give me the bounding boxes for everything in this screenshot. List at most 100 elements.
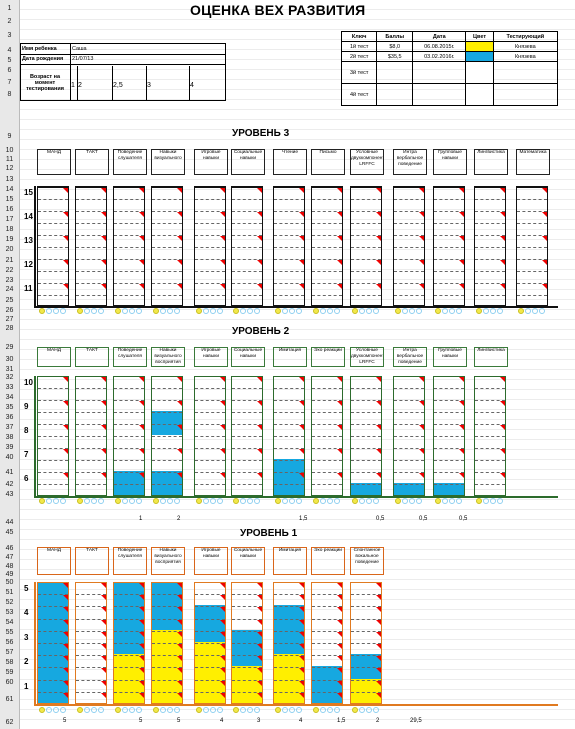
progress-circle[interactable]	[122, 498, 128, 504]
skill-cell[interactable]	[232, 248, 262, 260]
row-number[interactable]: 8	[7, 91, 12, 98]
progress-circle[interactable]	[129, 498, 135, 504]
skill-cell[interactable]	[195, 188, 225, 200]
skill-cell[interactable]	[312, 607, 342, 620]
skill-cell[interactable]	[312, 437, 342, 449]
skill-cell[interactable]	[312, 236, 342, 248]
skill-column[interactable]	[151, 582, 183, 704]
progress-circle[interactable]	[84, 498, 90, 504]
skill-cell[interactable]	[312, 485, 342, 495]
skill-cell[interactable]	[152, 236, 182, 248]
skill-cell[interactable]	[434, 473, 464, 485]
progress-circle[interactable]	[233, 498, 239, 504]
skill-cell[interactable]	[152, 485, 182, 495]
skill-cell[interactable]	[38, 377, 68, 389]
skill-cell[interactable]	[114, 668, 144, 681]
skill-column[interactable]	[37, 582, 69, 704]
progress-circle[interactable]	[129, 308, 135, 314]
skill-cell[interactable]	[274, 200, 304, 212]
skill-cell[interactable]	[351, 212, 381, 224]
skill-cell[interactable]	[274, 644, 304, 657]
skill-cell[interactable]	[351, 248, 381, 260]
progress-circle[interactable]	[167, 707, 173, 713]
skill-cell[interactable]	[394, 449, 424, 461]
key-cell-date[interactable]: 06.08.2015г.	[412, 41, 467, 52]
skill-cell[interactable]	[76, 296, 106, 305]
progress-circle[interactable]	[129, 707, 135, 713]
skill-cell[interactable]	[232, 413, 262, 425]
skill-cell[interactable]	[195, 224, 225, 236]
progress-circle[interactable]	[122, 308, 128, 314]
skill-cell[interactable]	[351, 413, 381, 425]
skill-cell[interactable]	[274, 188, 304, 200]
skill-column[interactable]	[311, 186, 343, 306]
skill-cell[interactable]	[274, 620, 304, 632]
skill-cell[interactable]	[312, 260, 342, 272]
skill-cell[interactable]	[114, 272, 144, 284]
skill-cell[interactable]	[114, 284, 144, 296]
row-number[interactable]: 38	[5, 434, 14, 441]
skill-cell[interactable]	[475, 389, 505, 401]
skill-cell[interactable]	[475, 437, 505, 449]
skill-cell[interactable]	[232, 284, 262, 296]
skill-cell[interactable]	[195, 656, 225, 669]
key-cell-tester[interactable]	[492, 83, 559, 106]
skill-cell[interactable]	[114, 260, 144, 272]
progress-circle[interactable]	[247, 498, 253, 504]
skill-column[interactable]	[350, 582, 382, 704]
progress-circle[interactable]	[98, 707, 104, 713]
row-number[interactable]: 51	[5, 589, 14, 596]
skill-cell[interactable]	[434, 413, 464, 425]
skill-cell[interactable]	[394, 473, 424, 485]
progress-circle[interactable]	[296, 308, 302, 314]
row-number[interactable]: 9	[7, 133, 12, 140]
skill-cell[interactable]	[195, 272, 225, 284]
progress-circle[interactable]	[402, 308, 408, 314]
row-number[interactable]: 2	[7, 18, 12, 25]
key-cell-color[interactable]	[465, 83, 494, 106]
progress-circle[interactable]	[352, 498, 358, 504]
skill-column[interactable]	[113, 186, 145, 306]
row-number[interactable]: 42	[5, 481, 14, 488]
skill-cell[interactable]	[76, 425, 106, 437]
key-cell-score[interactable]	[376, 83, 414, 106]
skill-cell[interactable]	[114, 681, 144, 693]
skill-cell[interactable]	[434, 212, 464, 224]
skill-cell[interactable]	[434, 272, 464, 284]
skill-cell[interactable]	[38, 656, 68, 669]
skill-cell[interactable]	[38, 449, 68, 461]
skill-cell[interactable]	[114, 485, 144, 495]
row-number[interactable]: 39	[5, 444, 14, 451]
skill-cell[interactable]	[232, 260, 262, 272]
skill-cell[interactable]	[76, 224, 106, 236]
progress-circle[interactable]	[247, 308, 253, 314]
skill-cell[interactable]	[232, 473, 262, 485]
row-number[interactable]: 25	[5, 297, 14, 304]
skill-cell[interactable]	[195, 473, 225, 485]
progress-circle[interactable]	[91, 707, 97, 713]
progress-circle[interactable]	[254, 308, 260, 314]
progress-circle[interactable]	[359, 498, 365, 504]
skill-cell[interactable]	[274, 224, 304, 236]
skill-cell[interactable]	[195, 461, 225, 473]
row-number[interactable]: 32	[5, 374, 14, 381]
row-number[interactable]: 12	[5, 165, 14, 172]
skill-cell[interactable]	[434, 389, 464, 401]
skill-cell[interactable]	[114, 449, 144, 461]
skill-column[interactable]	[75, 582, 107, 704]
progress-circle[interactable]	[167, 308, 173, 314]
skill-cell[interactable]	[76, 284, 106, 296]
skill-cell[interactable]	[434, 188, 464, 200]
skill-cell[interactable]	[195, 296, 225, 305]
progress-circle[interactable]	[456, 308, 462, 314]
progress-circle[interactable]	[532, 308, 538, 314]
skill-cell[interactable]	[232, 296, 262, 305]
skill-column[interactable]	[393, 376, 425, 496]
skill-cell[interactable]	[351, 656, 381, 669]
row-number[interactable]: 1	[7, 5, 12, 12]
row-number[interactable]: 20	[5, 246, 14, 253]
skill-cell[interactable]	[394, 224, 424, 236]
progress-circle[interactable]	[77, 498, 83, 504]
skill-cell[interactable]	[76, 188, 106, 200]
skill-cell[interactable]	[434, 296, 464, 305]
